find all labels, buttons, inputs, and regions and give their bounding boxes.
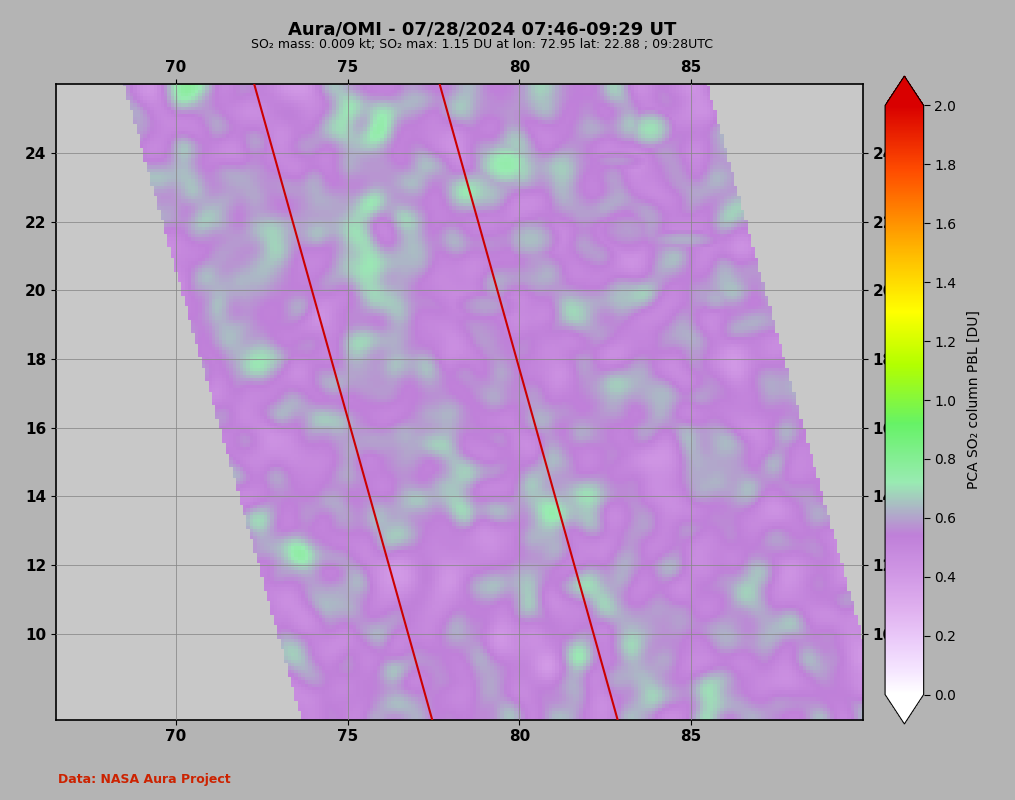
- PathPatch shape: [885, 76, 924, 106]
- Text: SO₂ mass: 0.009 kt; SO₂ max: 1.15 DU at lon: 72.95 lat: 22.88 ; 09:28UTC: SO₂ mass: 0.009 kt; SO₂ max: 1.15 DU at …: [251, 38, 714, 51]
- PathPatch shape: [885, 694, 924, 724]
- Text: Data: NASA Aura Project: Data: NASA Aura Project: [58, 773, 230, 786]
- Y-axis label: PCA SO₂ column PBL [DU]: PCA SO₂ column PBL [DU]: [967, 310, 982, 490]
- Text: Aura/OMI - 07/28/2024 07:46-09:29 UT: Aura/OMI - 07/28/2024 07:46-09:29 UT: [288, 20, 676, 38]
